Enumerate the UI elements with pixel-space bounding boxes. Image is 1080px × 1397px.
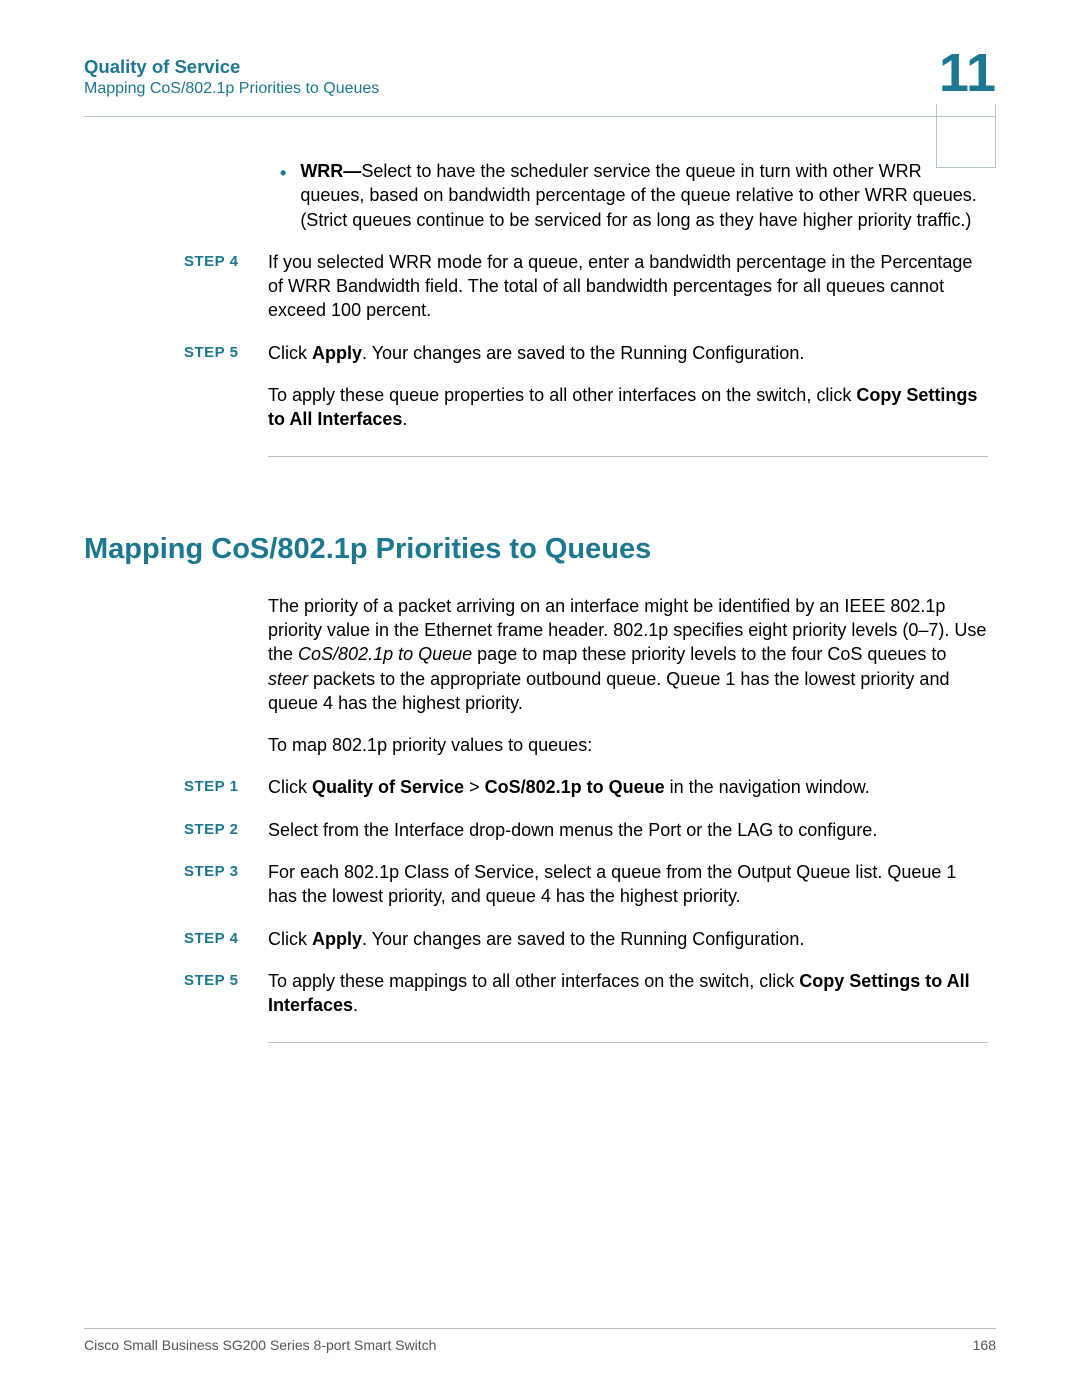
step-row: STEP 5 Click Apply. Your changes are sav… [184,341,988,365]
text: . [402,409,407,429]
text: . Your changes are saved to the Running … [362,929,804,949]
text: To apply these queue properties to all o… [268,385,856,405]
text: packets to the appropriate outbound queu… [268,669,949,713]
section-divider [268,1042,988,1043]
text-bold: CoS/802.1p to Queue [485,777,665,797]
intro-block: The priority of a packet arriving on an … [84,594,996,758]
step-label: STEP 5 [184,341,268,365]
text: > [464,777,485,797]
page-header: Quality of Service Mapping CoS/802.1p Pr… [84,56,996,117]
chapter-number: 11 [939,46,996,100]
bullet-block: • WRR—Select to have the scheduler servi… [184,159,988,232]
text: in the navigation window. [665,777,870,797]
step-label: STEP 1 [184,775,268,799]
bullet-lead: WRR— [300,161,361,181]
bullet-text: WRR—Select to have the scheduler service… [300,159,988,232]
content-area: • WRR—Select to have the scheduler servi… [84,159,996,457]
step-label: STEP 3 [184,860,268,909]
text: page to map these priority levels to the… [472,644,946,664]
chapter-box [936,104,996,168]
text: Click [268,777,312,797]
step-row: STEP 4 If you selected WRR mode for a qu… [184,250,988,323]
step-label: STEP 4 [184,927,268,951]
page-footer: Cisco Small Business SG200 Series 8-port… [84,1328,996,1353]
text-italic: CoS/802.1p to Queue [298,644,472,664]
bullet-mark-icon: • [280,161,286,232]
text: Click [268,343,312,363]
text-italic: steer [268,669,308,689]
step-body: If you selected WRR mode for a queue, en… [268,250,988,323]
step-body: To apply these mappings to all other int… [268,969,988,1018]
step-row: STEP 2 Select from the Interface drop-do… [184,818,988,842]
step-body: Click Apply. Your changes are saved to t… [268,341,988,365]
text-bold: Apply [312,929,362,949]
text: . Your changes are saved to the Running … [362,343,804,363]
step-row: STEP 4 Click Apply. Your changes are sav… [184,927,988,951]
intro-p1: The priority of a packet arriving on an … [268,594,988,715]
header-subtitle: Mapping CoS/802.1p Priorities to Queues [84,80,996,98]
step-label: STEP 5 [184,969,268,1018]
text: To apply these mappings to all other int… [268,971,799,991]
step-body: Select from the Interface drop-down menu… [268,818,988,842]
intro-p2: To map 802.1p priority values to queues: [268,733,988,757]
text-bold: Quality of Service [312,777,464,797]
steps-area: STEP 1 Click Quality of Service > CoS/80… [84,775,996,1042]
step-row: STEP 3 For each 802.1p Class of Service,… [184,860,988,909]
step-body: Click Quality of Service > CoS/802.1p to… [268,775,988,799]
step-row: STEP 1 Click Quality of Service > CoS/80… [184,775,988,799]
section-heading: Mapping CoS/802.1p Priorities to Queues [84,533,996,566]
step-body: For each 802.1p Class of Service, select… [268,860,988,909]
header-title: Quality of Service [84,56,996,78]
page: Quality of Service Mapping CoS/802.1p Pr… [0,0,1080,1397]
footer-left: Cisco Small Business SG200 Series 8-port… [84,1337,436,1353]
step-label: STEP 2 [184,818,268,842]
text: Click [268,929,312,949]
header-rule [84,116,996,117]
step-row: STEP 5 To apply these mappings to all ot… [184,969,988,1018]
section-divider [268,456,988,457]
step-body: Click Apply. Your changes are saved to t… [268,927,988,951]
step-label: STEP 4 [184,250,268,323]
text: . [353,995,358,1015]
bullet-body: Select to have the scheduler service the… [300,161,976,230]
bullet-item: • WRR—Select to have the scheduler servi… [280,159,988,232]
step-extra: To apply these queue properties to all o… [268,383,988,432]
text-bold: Apply [312,343,362,363]
footer-page-number: 168 [973,1337,996,1353]
